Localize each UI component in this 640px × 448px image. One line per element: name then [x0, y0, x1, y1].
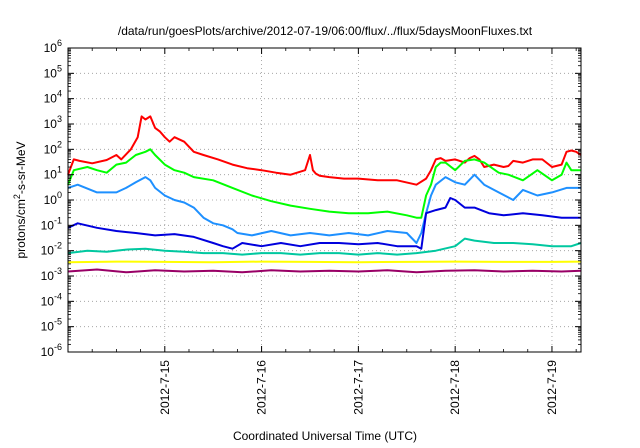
grid — [68, 48, 581, 352]
x-tick-label: 2012-7-16 — [255, 360, 269, 415]
y-tick-label: 10-2 — [41, 241, 62, 258]
series-line-5 — [67, 237, 582, 256]
y-axis-ticks: 106 105 104 103 102 101 100 10-1 10-2 10-3 10-4 10-… — [41, 38, 581, 359]
y-axis-label-base: protons/cm — [14, 199, 28, 258]
series-line-2 — [67, 148, 581, 219]
series-line-4 — [67, 197, 581, 250]
y-tick-label: 10-4 — [41, 291, 62, 308]
y-tick-label: 104 — [44, 89, 62, 106]
y-tick-label: 101 — [44, 165, 62, 182]
y-tick-label: 10-5 — [41, 317, 62, 334]
series-line-3 — [67, 173, 581, 244]
x-tick-label: 2012-7-17 — [351, 360, 365, 415]
x-axis-ticks: 2012-7-15 2012-7-16 2012-7-17 2012-7-18 2012… — [91, 48, 577, 415]
x-tick-label: 2012-7-15 — [158, 360, 172, 415]
series-line-1 — [67, 115, 582, 186]
y-tick-label: 103 — [44, 114, 62, 131]
x-tick-label: 2012-7-18 — [448, 360, 462, 415]
y-tick-label: 10-3 — [41, 266, 62, 283]
y-tick-label: 106 — [44, 38, 62, 55]
series-line-7 — [67, 268, 582, 274]
y-axis-label-rest: -s-sr-MeV — [14, 141, 28, 194]
y-tick-label: 10-6 — [41, 342, 62, 359]
series-line-6 — [67, 260, 582, 264]
y-tick-label: 10-1 — [41, 215, 62, 232]
x-axis-label: Coordinated Universal Time (UTC) — [233, 429, 417, 443]
y-tick-label: 102 — [44, 139, 62, 156]
y-axis-label-sup: 2 — [12, 194, 22, 199]
x-tick-label: 2012-7-19 — [545, 360, 559, 415]
y-tick-label: 100 — [44, 190, 62, 207]
y-axis-label: protons/cm2-s-sr-MeV — [12, 141, 28, 258]
series-group — [67, 115, 582, 274]
y-tick-label: 105 — [44, 63, 62, 80]
chart-title: /data/run/goesPlots/archive/2012-07-19/0… — [118, 24, 533, 38]
